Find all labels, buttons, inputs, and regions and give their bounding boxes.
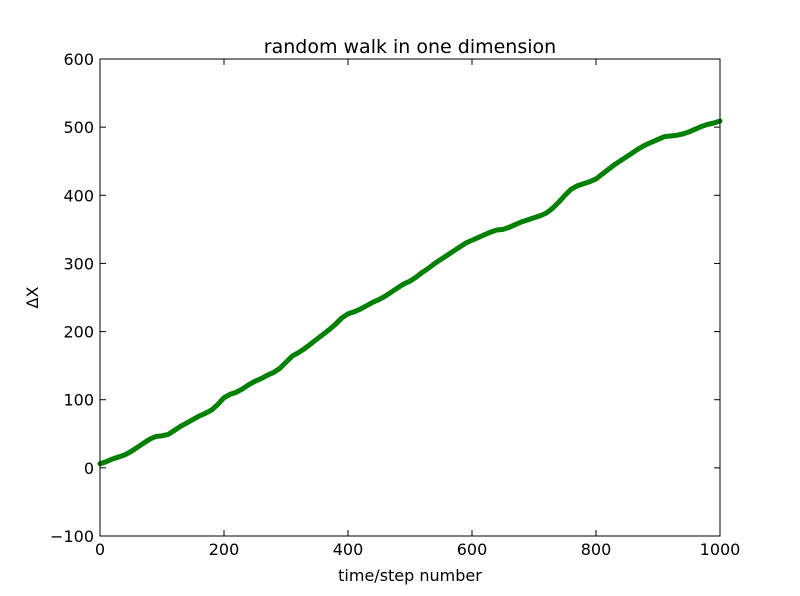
- plot-frame: [99, 58, 721, 537]
- y-tick-label: 100: [63, 391, 94, 410]
- x-axis-title: time/step number: [338, 566, 482, 585]
- series-layer: [97, 118, 723, 467]
- y-tick-label: −100: [50, 527, 94, 546]
- x-tick-label: 800: [581, 540, 612, 559]
- y-tick-label: 400: [63, 186, 94, 205]
- y-tick-label: 600: [63, 50, 94, 69]
- y-tick-label: 200: [63, 323, 94, 342]
- x-tick-label: 200: [209, 540, 240, 559]
- y-axis-title: ΔX: [23, 287, 42, 309]
- x-tick-label: 1000: [700, 540, 741, 559]
- y-tick-label: 0: [84, 459, 94, 478]
- series-line-1: [97, 118, 723, 467]
- y-tick-label: 300: [63, 254, 94, 273]
- chart-title: random walk in one dimension: [264, 36, 556, 58]
- x-tick-label: 400: [333, 540, 364, 559]
- x-tick-label: 0: [95, 540, 105, 559]
- y-tick-label: 500: [63, 118, 94, 137]
- x-tick-label: 600: [457, 540, 488, 559]
